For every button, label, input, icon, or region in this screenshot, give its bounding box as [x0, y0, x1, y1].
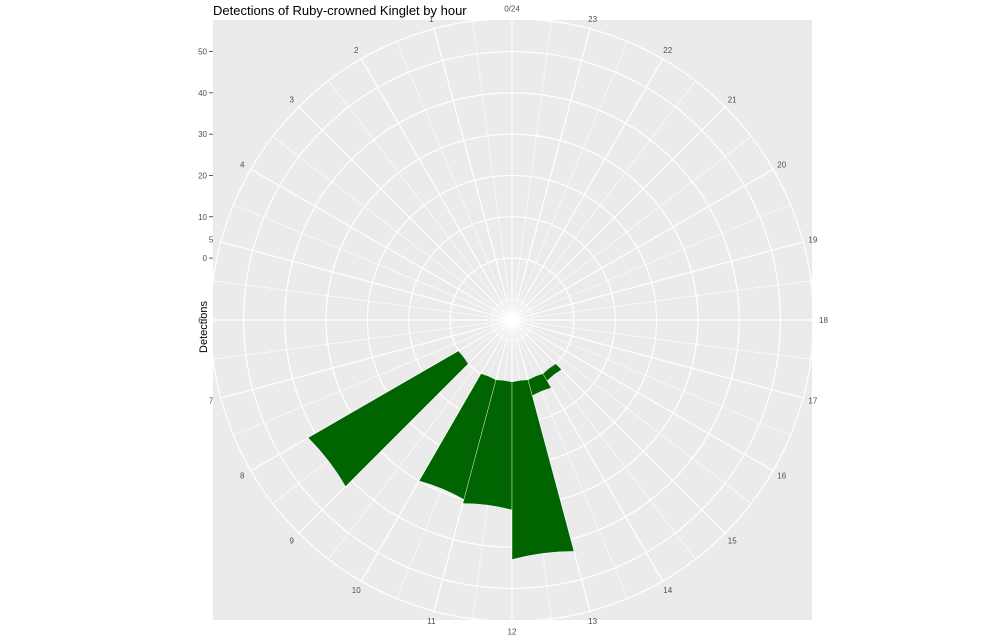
- grid-spoke: [511, 319, 726, 534]
- hour-label: 20: [777, 160, 786, 169]
- bar-hour-14: [542, 363, 562, 382]
- hour-label: 18: [819, 316, 828, 325]
- hour-label: 21: [728, 96, 737, 105]
- hour-label: 0/24: [504, 5, 520, 14]
- grid-spoke: [511, 58, 664, 321]
- y-axis-ticks: 0 10 20 30 40 50: [198, 48, 213, 263]
- grid-spoke-minor: [511, 319, 791, 436]
- grid-spoke-minor: [213, 319, 513, 360]
- grid-spoke-minor: [511, 204, 791, 321]
- hour-label: 7: [209, 397, 214, 406]
- hour-label: 16: [777, 472, 786, 481]
- bar-hour-13: [527, 373, 552, 397]
- hour-label: 13: [588, 617, 597, 626]
- hour-label: 8: [240, 472, 245, 481]
- y-tick-label: 40: [198, 89, 207, 98]
- y-tick-label: 20: [198, 171, 207, 180]
- grid-spoke-minor: [472, 21, 513, 321]
- grid-spoke-minor: [233, 204, 513, 321]
- grid-spoke: [511, 319, 804, 399]
- grid-spoke: [511, 319, 664, 582]
- grid-spoke-minor: [511, 280, 811, 321]
- y-tick-label: 30: [198, 130, 207, 139]
- chart-title: Detections of Ruby-crowned Kinglet by ho…: [213, 3, 467, 18]
- hour-label: 17: [808, 397, 817, 406]
- bar-hour-12: [511, 379, 575, 560]
- y-tick-label: 10: [198, 213, 207, 222]
- grid-spoke: [511, 106, 726, 321]
- hour-label: 6: [198, 316, 203, 325]
- hour-label: 12: [508, 627, 517, 636]
- grid-spoke: [360, 58, 513, 321]
- y-tick-label: 0: [203, 254, 208, 263]
- hour-label: 4: [240, 160, 245, 169]
- grid-spoke-minor: [511, 80, 696, 321]
- hour-label: 9: [290, 536, 295, 545]
- grid-spoke: [298, 106, 513, 321]
- y-tick-label: 50: [198, 48, 207, 57]
- grid-spoke-minor: [396, 41, 513, 321]
- grid-spoke: [220, 319, 513, 399]
- grid-spoke-minor: [511, 319, 628, 599]
- grid-spoke-minor: [511, 319, 811, 360]
- hour-label: 11: [427, 617, 436, 626]
- grid-spoke: [511, 168, 774, 321]
- hour-label: 14: [663, 586, 672, 595]
- hour-label: 10: [352, 586, 361, 595]
- hour-label: 22: [663, 46, 672, 55]
- hour-label: 2: [354, 46, 359, 55]
- hour-label: 19: [808, 235, 817, 244]
- hour-label: 1: [429, 15, 434, 24]
- grid-spoke-minor: [511, 41, 628, 321]
- bars: [307, 350, 575, 560]
- hour-labels: 0/24123456789101112131415161718192021222…: [198, 5, 828, 637]
- hour-label: 15: [728, 536, 737, 545]
- bar-hour-8: [307, 350, 469, 487]
- grid-spoke-minor: [233, 319, 513, 436]
- grid-spoke-minor: [328, 319, 513, 560]
- grid-spoke: [250, 168, 513, 321]
- grid-spoke-minor: [328, 80, 513, 321]
- grid-spoke-minor: [511, 136, 752, 321]
- grid-spoke-minor: [511, 21, 552, 321]
- hour-label: 23: [588, 15, 597, 24]
- grid-spoke-minor: [213, 280, 513, 321]
- grid-spoke-minor: [272, 136, 513, 321]
- grid-spoke: [433, 28, 513, 321]
- grid-spoke-minor: [511, 319, 696, 560]
- grid-spoke: [511, 319, 774, 472]
- grid-spoke: [511, 28, 591, 321]
- grid-spoke: [220, 241, 513, 321]
- grid-spoke: [511, 241, 804, 321]
- hour-label: 3: [290, 96, 295, 105]
- grid-spoke-minor: [511, 319, 752, 504]
- hour-label: 5: [209, 235, 214, 244]
